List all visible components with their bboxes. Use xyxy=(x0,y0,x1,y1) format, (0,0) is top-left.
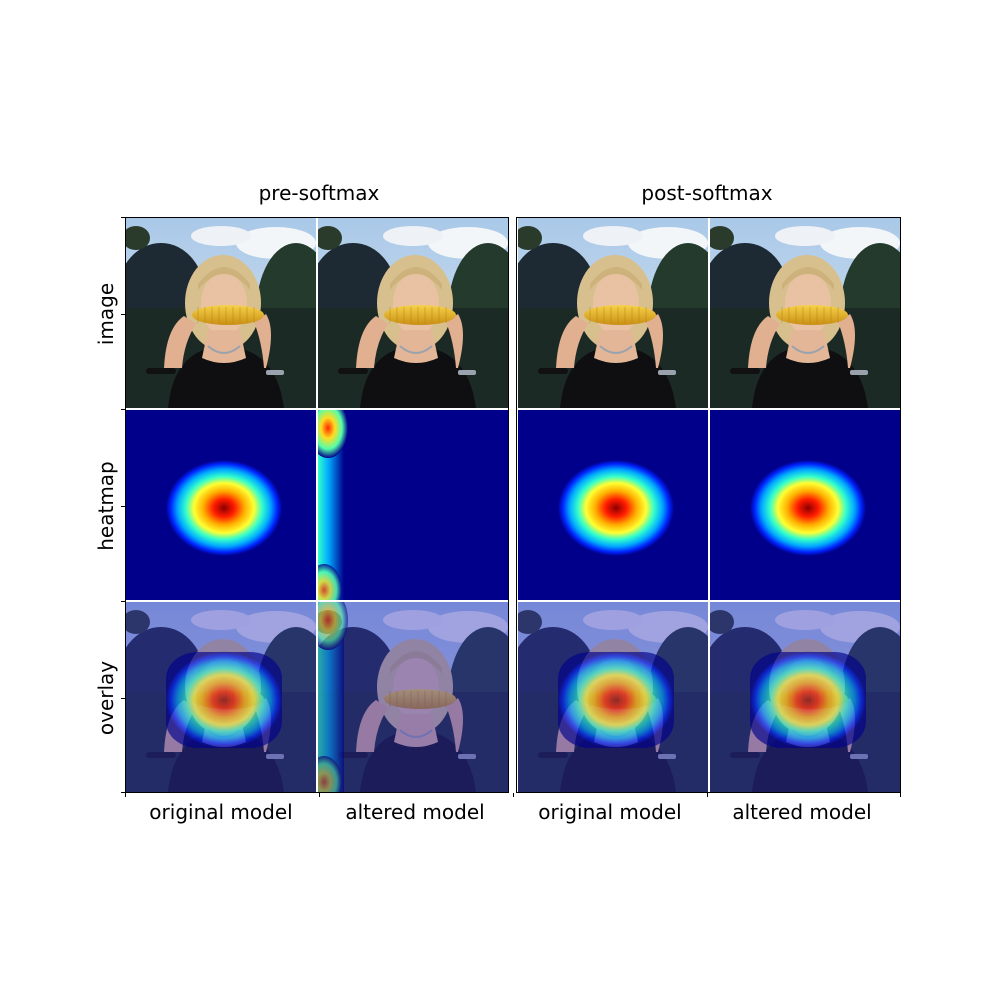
left-tick xyxy=(121,601,125,602)
left-tick xyxy=(121,217,125,218)
column-label-altered-model-pre: altered model xyxy=(345,800,485,824)
group-title-post-softmax: post-softmax xyxy=(641,181,773,205)
bottom-tick xyxy=(900,793,901,797)
heatmap-panel-col-4 xyxy=(710,410,900,600)
heatmap-panel-col-3 xyxy=(518,410,708,600)
overlay-panel-col-3 xyxy=(518,602,708,792)
bottom-tick xyxy=(319,793,320,797)
overlay-panel-col-1 xyxy=(126,602,316,792)
left-tick xyxy=(121,698,125,699)
overlay-panel-col-2 xyxy=(318,602,508,792)
pre-softmax-axes-frame xyxy=(125,217,509,793)
bottom-tick xyxy=(513,793,514,797)
bottom-tick xyxy=(125,793,126,797)
overlay-panel-col-4 xyxy=(710,602,900,792)
image-panel-col-3 xyxy=(518,218,708,408)
column-label-original-model-post: original model xyxy=(538,800,682,824)
image-panel-col-2 xyxy=(318,218,508,408)
group-title-pre-softmax: pre-softmax xyxy=(258,181,380,205)
row-label-overlay: overlay xyxy=(94,660,118,736)
row-label-heatmap: heatmap xyxy=(94,461,118,551)
row-label-image: image xyxy=(94,282,118,346)
column-label-original-model-pre: original model xyxy=(149,800,293,824)
bottom-tick xyxy=(707,793,708,797)
image-panel-col-1 xyxy=(126,218,316,408)
left-tick xyxy=(121,792,125,793)
left-tick xyxy=(121,506,125,507)
left-tick xyxy=(121,409,125,410)
column-label-altered-model-post: altered model xyxy=(732,800,872,824)
heatmap-panel-col-1 xyxy=(126,410,316,600)
left-tick xyxy=(121,314,125,315)
image-panel-col-4 xyxy=(710,218,900,408)
post-softmax-axes-frame xyxy=(516,217,901,793)
heatmap-panel-col-2 xyxy=(318,410,508,600)
